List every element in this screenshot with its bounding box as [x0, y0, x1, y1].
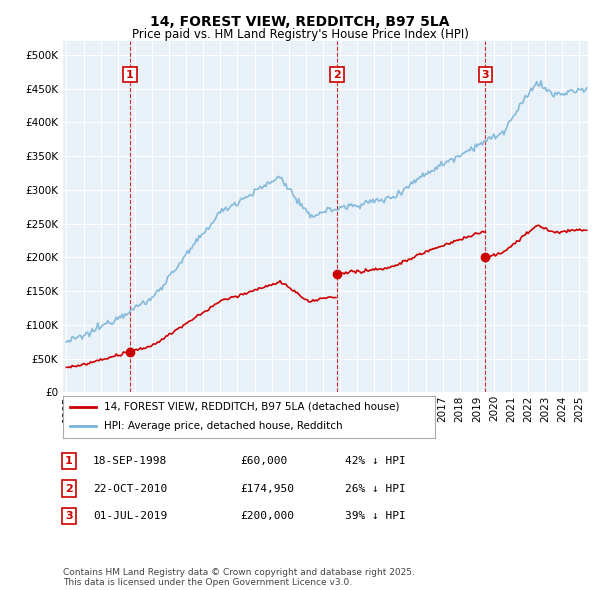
Text: 1: 1: [65, 457, 73, 466]
Text: 3: 3: [482, 70, 489, 80]
Text: 01-JUL-2019: 01-JUL-2019: [93, 511, 167, 520]
Text: 2: 2: [65, 484, 73, 493]
Text: Price paid vs. HM Land Registry's House Price Index (HPI): Price paid vs. HM Land Registry's House …: [131, 28, 469, 41]
Text: 42% ↓ HPI: 42% ↓ HPI: [345, 457, 406, 466]
Text: 14, FOREST VIEW, REDDITCH, B97 5LA: 14, FOREST VIEW, REDDITCH, B97 5LA: [150, 15, 450, 29]
Text: 22-OCT-2010: 22-OCT-2010: [93, 484, 167, 493]
Text: 2: 2: [333, 70, 341, 80]
Text: 39% ↓ HPI: 39% ↓ HPI: [345, 511, 406, 520]
Text: 1: 1: [126, 70, 134, 80]
Text: £60,000: £60,000: [240, 457, 287, 466]
Text: £200,000: £200,000: [240, 511, 294, 520]
Text: 3: 3: [65, 511, 73, 520]
Text: 26% ↓ HPI: 26% ↓ HPI: [345, 484, 406, 493]
Text: Contains HM Land Registry data © Crown copyright and database right 2025.
This d: Contains HM Land Registry data © Crown c…: [63, 568, 415, 587]
Text: 14, FOREST VIEW, REDDITCH, B97 5LA (detached house): 14, FOREST VIEW, REDDITCH, B97 5LA (deta…: [104, 402, 400, 412]
Text: £174,950: £174,950: [240, 484, 294, 493]
Text: 18-SEP-1998: 18-SEP-1998: [93, 457, 167, 466]
Text: HPI: Average price, detached house, Redditch: HPI: Average price, detached house, Redd…: [104, 421, 343, 431]
